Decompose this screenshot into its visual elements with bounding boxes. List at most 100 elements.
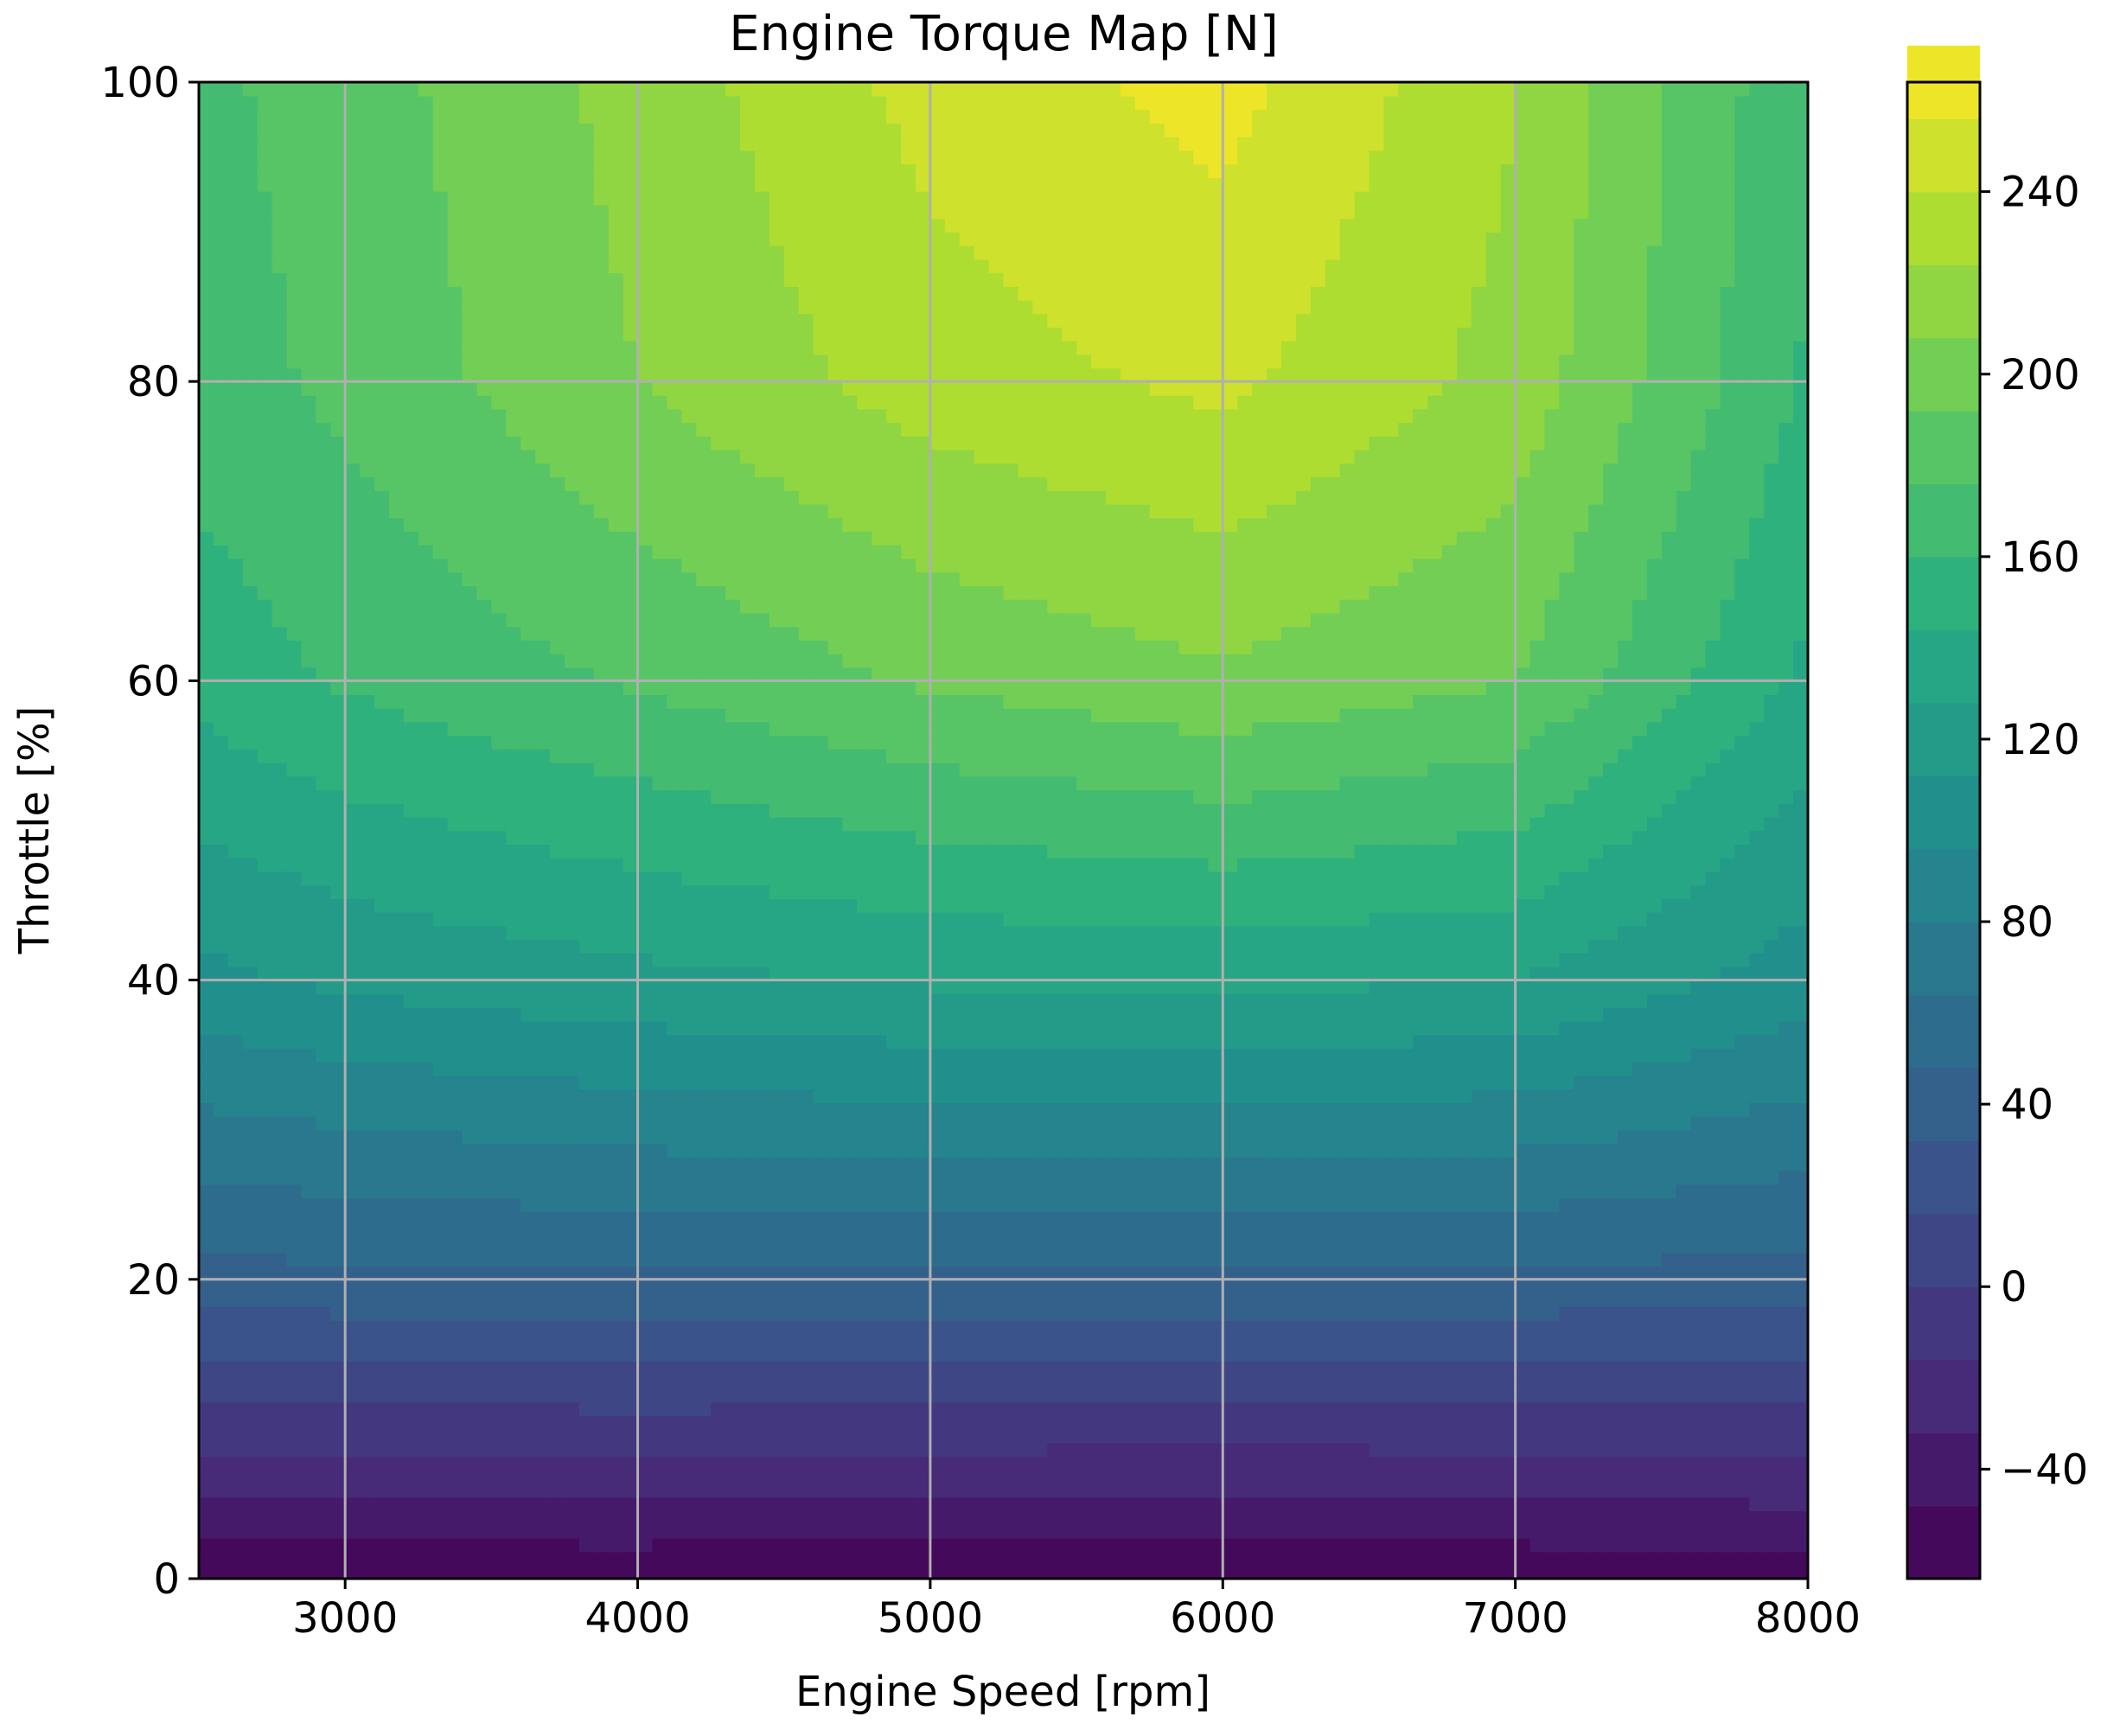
heatmap-cell xyxy=(520,1102,536,1117)
heatmap-cell xyxy=(1500,1306,1517,1321)
heatmap-cell xyxy=(301,1320,317,1335)
heatmap-cell xyxy=(242,1374,259,1389)
heatmap-cell xyxy=(1164,1388,1180,1403)
heatmap-cell xyxy=(872,1075,887,1090)
heatmap-cell xyxy=(1134,1062,1151,1076)
heatmap-cell xyxy=(1091,1211,1107,1226)
heatmap-cell xyxy=(1676,1306,1692,1321)
heatmap-cell xyxy=(491,1537,508,1553)
heatmap-cell xyxy=(1793,966,1809,981)
heatmap-cell xyxy=(418,1102,434,1117)
heatmap-cell xyxy=(271,1143,288,1158)
heatmap-cell xyxy=(652,1007,668,1022)
heatmap-cell xyxy=(1354,1075,1370,1090)
heatmap-cell xyxy=(1310,1565,1326,1580)
heatmap-cell xyxy=(1398,1551,1414,1567)
heatmap-cell xyxy=(374,1266,390,1280)
heatmap-cell xyxy=(593,1075,610,1090)
heatmap-cell xyxy=(432,1415,449,1430)
heatmap-cell xyxy=(301,1252,317,1267)
heatmap-cell xyxy=(1003,1088,1019,1104)
heatmap-cell xyxy=(1749,980,1766,995)
heatmap-cell xyxy=(1032,1075,1049,1090)
heatmap-cell xyxy=(637,1020,654,1036)
heatmap-cell xyxy=(637,1401,654,1416)
heatmap-cell xyxy=(388,1537,405,1553)
heatmap-cell xyxy=(711,993,726,1008)
heatmap-cell xyxy=(1720,1306,1736,1321)
heatmap-cell xyxy=(1369,1224,1385,1240)
heatmap-cell xyxy=(1603,1102,1619,1117)
heatmap-cell xyxy=(550,1224,565,1240)
heatmap-cell xyxy=(1223,1470,1238,1484)
heatmap-cell xyxy=(696,1102,712,1117)
heatmap-cell xyxy=(1427,1483,1443,1498)
heatmap-cell xyxy=(1295,1062,1312,1076)
heatmap-cell xyxy=(988,1252,1005,1267)
heatmap-cell xyxy=(725,1565,741,1580)
heatmap-cell xyxy=(1676,1333,1692,1349)
heatmap-cell xyxy=(1339,993,1356,1008)
heatmap-cell xyxy=(388,966,405,981)
heatmap-cell xyxy=(1661,1062,1677,1076)
heatmap-cell xyxy=(1500,1565,1517,1580)
heatmap-cell xyxy=(1369,1388,1385,1403)
heatmap-cell xyxy=(301,1347,317,1363)
heatmap-cell xyxy=(374,1211,390,1226)
heatmap-cell xyxy=(798,1510,814,1525)
heatmap-cell xyxy=(1252,1075,1268,1090)
heatmap-cell xyxy=(1529,1551,1546,1567)
heatmap-cell xyxy=(491,980,508,995)
heatmap-cell xyxy=(550,1238,565,1254)
heatmap-cell xyxy=(1091,993,1107,1008)
heatmap-cell xyxy=(1339,1456,1356,1471)
heatmap-cell xyxy=(623,1034,639,1050)
heatmap-cell xyxy=(447,1075,463,1090)
heatmap-cell xyxy=(1646,1157,1663,1171)
heatmap-cell xyxy=(1032,1333,1049,1349)
heatmap-cell xyxy=(915,1184,931,1199)
heatmap-cell xyxy=(1427,980,1443,995)
heatmap-cell xyxy=(1427,1279,1443,1294)
heatmap-cell xyxy=(535,1184,551,1199)
heatmap-cell xyxy=(1690,1102,1707,1117)
heatmap-cell xyxy=(301,1388,317,1403)
heatmap-cell xyxy=(403,1320,419,1335)
heatmap-cell xyxy=(1515,1238,1531,1254)
heatmap-cell xyxy=(739,1238,756,1254)
heatmap-cell xyxy=(1003,1374,1019,1389)
heatmap-cell xyxy=(1295,1456,1312,1471)
heatmap-cell xyxy=(1267,1102,1282,1117)
heatmap-cell xyxy=(1223,1333,1238,1349)
heatmap-cell xyxy=(316,1401,332,1416)
heatmap-cell xyxy=(1778,1497,1794,1512)
heatmap-cell xyxy=(798,1170,814,1185)
heatmap-cell xyxy=(652,1224,668,1240)
heatmap-cell xyxy=(725,1442,741,1458)
heatmap-cell xyxy=(1632,1333,1648,1349)
heatmap-cell xyxy=(1062,1075,1077,1090)
heatmap-cell xyxy=(667,1048,683,1063)
heatmap-cell xyxy=(1734,1306,1751,1321)
heatmap-cell xyxy=(1208,1292,1224,1308)
heatmap-cell xyxy=(1413,1197,1428,1212)
heatmap-cell xyxy=(1618,1007,1633,1022)
heatmap-cell xyxy=(242,1524,259,1539)
heatmap-cell xyxy=(1559,1088,1575,1104)
heatmap-cell xyxy=(199,1184,214,1199)
heatmap-cell xyxy=(1223,1565,1238,1580)
heatmap-cell xyxy=(915,1361,931,1375)
heatmap-cell xyxy=(1442,1197,1458,1212)
heatmap-cell xyxy=(1149,1361,1165,1375)
heatmap-cell xyxy=(798,1197,814,1212)
heatmap-cell xyxy=(286,1034,303,1050)
heatmap-cell xyxy=(1193,1401,1210,1416)
heatmap-cell xyxy=(1134,1007,1151,1022)
heatmap-cell xyxy=(1369,1306,1385,1321)
heatmap-cell xyxy=(1018,1415,1034,1430)
heatmap-cell xyxy=(491,1524,508,1539)
heatmap-cell xyxy=(827,1388,844,1403)
heatmap-cell xyxy=(213,1129,229,1145)
heatmap-cell xyxy=(1661,1129,1677,1145)
heatmap-cell xyxy=(1252,993,1268,1008)
